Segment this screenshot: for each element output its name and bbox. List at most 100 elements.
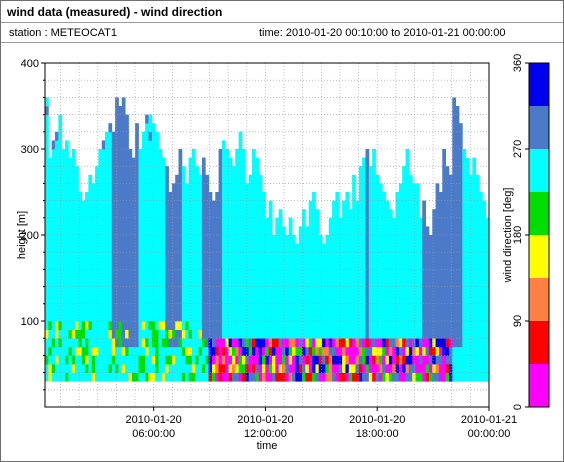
heatmap-cell xyxy=(468,174,473,184)
heatmap-cell xyxy=(375,200,380,210)
heatmap-cell xyxy=(141,174,146,184)
heatmap-cell xyxy=(288,303,293,313)
heatmap-cell xyxy=(218,192,223,201)
heatmap-cell xyxy=(448,321,453,330)
heatmap-cell xyxy=(111,372,116,382)
heatmap-cell xyxy=(231,252,236,262)
y-tick-label: 100 xyxy=(21,316,39,328)
heatmap-cell xyxy=(418,329,423,339)
heatmap-cell xyxy=(278,278,283,287)
heatmap-cell xyxy=(272,243,276,253)
heatmap-cell xyxy=(268,226,273,236)
heatmap-cell xyxy=(71,226,76,236)
heatmap-cell xyxy=(121,329,126,339)
heatmap-cell xyxy=(445,174,450,184)
heatmap-cell xyxy=(95,269,99,279)
heatmap-cell xyxy=(358,312,363,322)
heatmap-cell xyxy=(108,217,113,227)
heatmap-cell xyxy=(375,192,380,201)
heatmap-cell xyxy=(362,243,366,253)
heatmap-cell xyxy=(188,192,193,201)
heatmap-cell xyxy=(428,243,433,253)
heatmap-cell xyxy=(395,295,400,305)
heatmap-cell xyxy=(462,217,467,227)
heatmap-cell xyxy=(398,235,403,244)
heatmap-cell xyxy=(218,278,223,287)
heatmap-cell xyxy=(248,355,253,365)
heatmap-cell xyxy=(241,166,246,176)
heatmap-cell xyxy=(288,312,293,322)
x-axis-label: time xyxy=(257,440,278,452)
heatmap-cell xyxy=(442,217,446,227)
heatmap-cell xyxy=(61,278,66,287)
heatmap-cell xyxy=(315,286,320,296)
heatmap-cell xyxy=(85,312,89,322)
heatmap-cell xyxy=(442,364,446,373)
heatmap-cell xyxy=(325,235,330,244)
heatmap-cell xyxy=(135,174,139,184)
heatmap-cell xyxy=(221,243,226,253)
heatmap-cell xyxy=(388,252,393,262)
heatmap-cell xyxy=(205,321,209,330)
heatmap-cell xyxy=(412,346,416,356)
heatmap-cell xyxy=(392,321,396,330)
heatmap-cell xyxy=(61,260,66,270)
heatmap-cell xyxy=(105,243,109,253)
heatmap-cell xyxy=(432,355,436,365)
heatmap-cell xyxy=(178,286,183,296)
heatmap-cell xyxy=(58,114,63,124)
heatmap-cell xyxy=(88,295,93,305)
heatmap-cell xyxy=(372,364,376,373)
heatmap-cell xyxy=(118,269,123,279)
heatmap-cell xyxy=(81,278,86,287)
heatmap-cell xyxy=(415,269,420,279)
heatmap-cell xyxy=(251,372,256,382)
heatmap-cell xyxy=(448,200,453,210)
heatmap-cell xyxy=(131,260,136,270)
heatmap-cell xyxy=(95,303,99,313)
heatmap-cell xyxy=(438,321,443,330)
heatmap-cell xyxy=(292,355,296,365)
heatmap-cell xyxy=(398,372,403,382)
heatmap-cell xyxy=(241,260,246,270)
heatmap-cell xyxy=(485,338,490,348)
heatmap-cell xyxy=(395,200,400,210)
heatmap-cell xyxy=(188,355,193,365)
heatmap-cell xyxy=(88,217,93,227)
heatmap-cell xyxy=(241,321,246,330)
heatmap-cell xyxy=(415,183,420,193)
heatmap-cell xyxy=(328,346,333,356)
heatmap-cell xyxy=(115,321,119,330)
heatmap-cell xyxy=(125,252,129,262)
heatmap-cell xyxy=(121,252,126,262)
heatmap-cell xyxy=(458,183,463,193)
heatmap-cell xyxy=(475,200,480,210)
heatmap-cell xyxy=(248,174,253,184)
heatmap-cell xyxy=(408,217,413,227)
heatmap-cell xyxy=(465,226,470,236)
heatmap-cell xyxy=(315,217,320,227)
heatmap-cell xyxy=(475,252,480,262)
heatmap-cell xyxy=(298,260,303,270)
heatmap-cell xyxy=(141,183,146,193)
heatmap-cell xyxy=(312,243,316,253)
heatmap-cell xyxy=(45,97,49,107)
heatmap-cell xyxy=(322,243,326,253)
heatmap-cell xyxy=(278,372,283,382)
heatmap-cell xyxy=(288,355,293,365)
heatmap-cell xyxy=(98,200,103,210)
heatmap-cell xyxy=(465,278,470,287)
heatmap-cell xyxy=(375,355,380,365)
heatmap-cell xyxy=(141,260,146,270)
heatmap-cell xyxy=(452,269,457,279)
heatmap-cell xyxy=(442,252,446,262)
heatmap-cell xyxy=(358,372,363,382)
heatmap-cell xyxy=(248,364,253,373)
heatmap-cell xyxy=(448,295,453,305)
heatmap-cell xyxy=(45,174,49,184)
heatmap-cell xyxy=(88,209,93,219)
heatmap-cell xyxy=(428,278,433,287)
heatmap-cell xyxy=(298,329,303,339)
heatmap-cell xyxy=(455,269,460,279)
